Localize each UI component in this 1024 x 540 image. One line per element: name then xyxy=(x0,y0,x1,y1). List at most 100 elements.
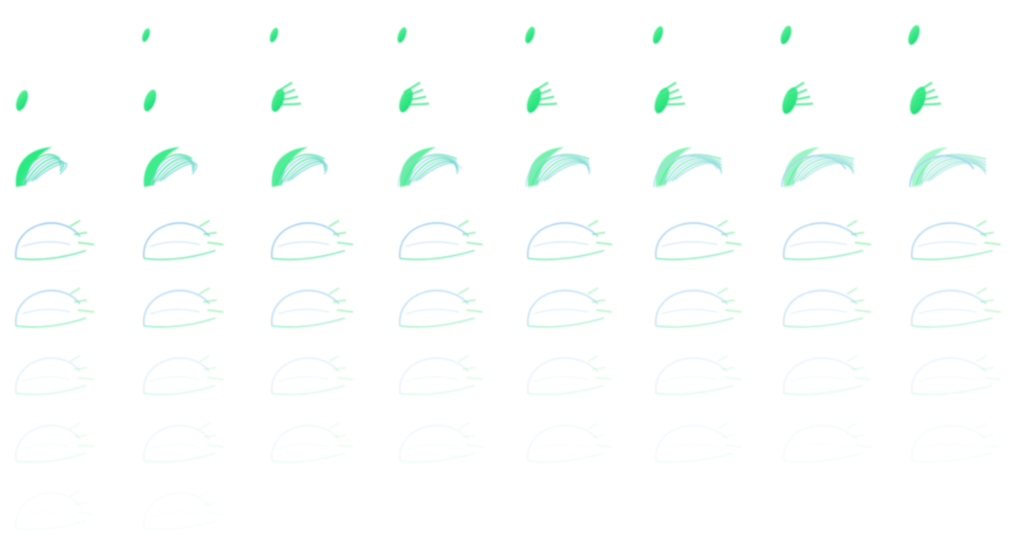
frame xyxy=(397,147,463,188)
swirl-streak xyxy=(793,157,855,184)
dome-base xyxy=(783,452,864,463)
wisp xyxy=(984,241,1001,246)
dome-inner xyxy=(21,443,71,450)
frame xyxy=(911,354,1001,396)
dome-base xyxy=(783,249,864,261)
wisp xyxy=(721,231,735,236)
dome-base xyxy=(271,384,346,396)
streak xyxy=(403,88,424,98)
wisp xyxy=(203,366,217,371)
dome-outline xyxy=(399,357,470,394)
streak xyxy=(275,81,293,94)
leaf xyxy=(525,26,535,44)
dome-base xyxy=(271,249,346,261)
dome-inner xyxy=(149,511,200,517)
frame xyxy=(269,27,279,43)
frame xyxy=(399,81,430,113)
frame xyxy=(527,219,613,261)
dome-outline xyxy=(143,289,211,327)
dome-inner xyxy=(149,376,200,382)
dome-base xyxy=(527,317,605,328)
frame xyxy=(15,147,68,187)
wisp xyxy=(336,376,354,381)
dome-outline xyxy=(271,424,340,462)
wisp xyxy=(69,219,81,228)
dome-inner xyxy=(149,308,200,315)
swirl-streak xyxy=(162,162,198,181)
dome-base xyxy=(655,384,734,396)
wisp xyxy=(850,231,865,236)
wisp xyxy=(976,287,987,295)
dome-inner xyxy=(533,443,589,450)
wisp xyxy=(846,219,858,228)
streak xyxy=(275,95,299,102)
wisp xyxy=(332,299,347,303)
leaf xyxy=(908,25,920,45)
wisp xyxy=(77,511,95,516)
frame xyxy=(399,422,483,463)
swirl-streak xyxy=(159,160,195,182)
wisp xyxy=(721,299,735,303)
wisp xyxy=(328,354,340,363)
dome-inner xyxy=(917,376,977,382)
dome-base xyxy=(783,317,864,328)
wisp xyxy=(207,376,224,381)
wisp xyxy=(466,241,483,246)
dome-base xyxy=(399,384,475,396)
dome-outline xyxy=(143,424,211,462)
dome xyxy=(525,154,591,188)
frame xyxy=(271,354,354,396)
wisp xyxy=(69,354,81,363)
dome-outline xyxy=(911,357,987,394)
wisp xyxy=(980,366,994,371)
swirl-streak xyxy=(156,159,194,183)
dome-outline xyxy=(271,222,340,259)
streak xyxy=(787,88,808,98)
wisp xyxy=(199,354,210,363)
dome-base xyxy=(527,452,605,463)
frame xyxy=(397,27,407,43)
frame xyxy=(909,147,987,188)
dome-inner xyxy=(21,308,71,315)
wisp xyxy=(466,444,483,448)
streak xyxy=(659,102,686,106)
dome-inner xyxy=(661,241,718,247)
streak xyxy=(659,95,683,102)
wisp xyxy=(199,219,210,228)
dome-inner xyxy=(277,443,330,450)
frame xyxy=(271,422,354,463)
dome-outline xyxy=(783,424,858,462)
frame xyxy=(399,287,483,328)
wisp xyxy=(846,287,858,295)
swirl-streak xyxy=(34,162,68,181)
frame xyxy=(15,287,95,328)
wisp xyxy=(587,354,599,363)
frame xyxy=(271,147,328,187)
dome-inner xyxy=(149,241,200,247)
streak xyxy=(659,88,680,98)
dome-outline xyxy=(15,357,81,394)
frame xyxy=(783,219,872,261)
dome-base xyxy=(655,317,734,328)
frame xyxy=(781,147,855,188)
streak xyxy=(915,81,933,94)
frame xyxy=(143,89,157,112)
streak xyxy=(275,102,302,106)
dome-inner xyxy=(533,308,589,315)
swirl-streak xyxy=(278,155,326,185)
dome-inner xyxy=(533,376,589,382)
wisp xyxy=(850,366,865,371)
frame xyxy=(15,489,95,531)
wisp xyxy=(69,287,81,295)
streak xyxy=(403,95,427,102)
wisp xyxy=(328,422,340,430)
dome-inner xyxy=(533,241,589,247)
dome-base xyxy=(271,452,346,463)
wisp xyxy=(458,219,469,228)
dome-outline xyxy=(527,222,599,259)
frame xyxy=(142,28,150,42)
swirl-streak xyxy=(31,160,65,182)
leaf xyxy=(652,26,664,44)
wisp xyxy=(73,299,88,303)
